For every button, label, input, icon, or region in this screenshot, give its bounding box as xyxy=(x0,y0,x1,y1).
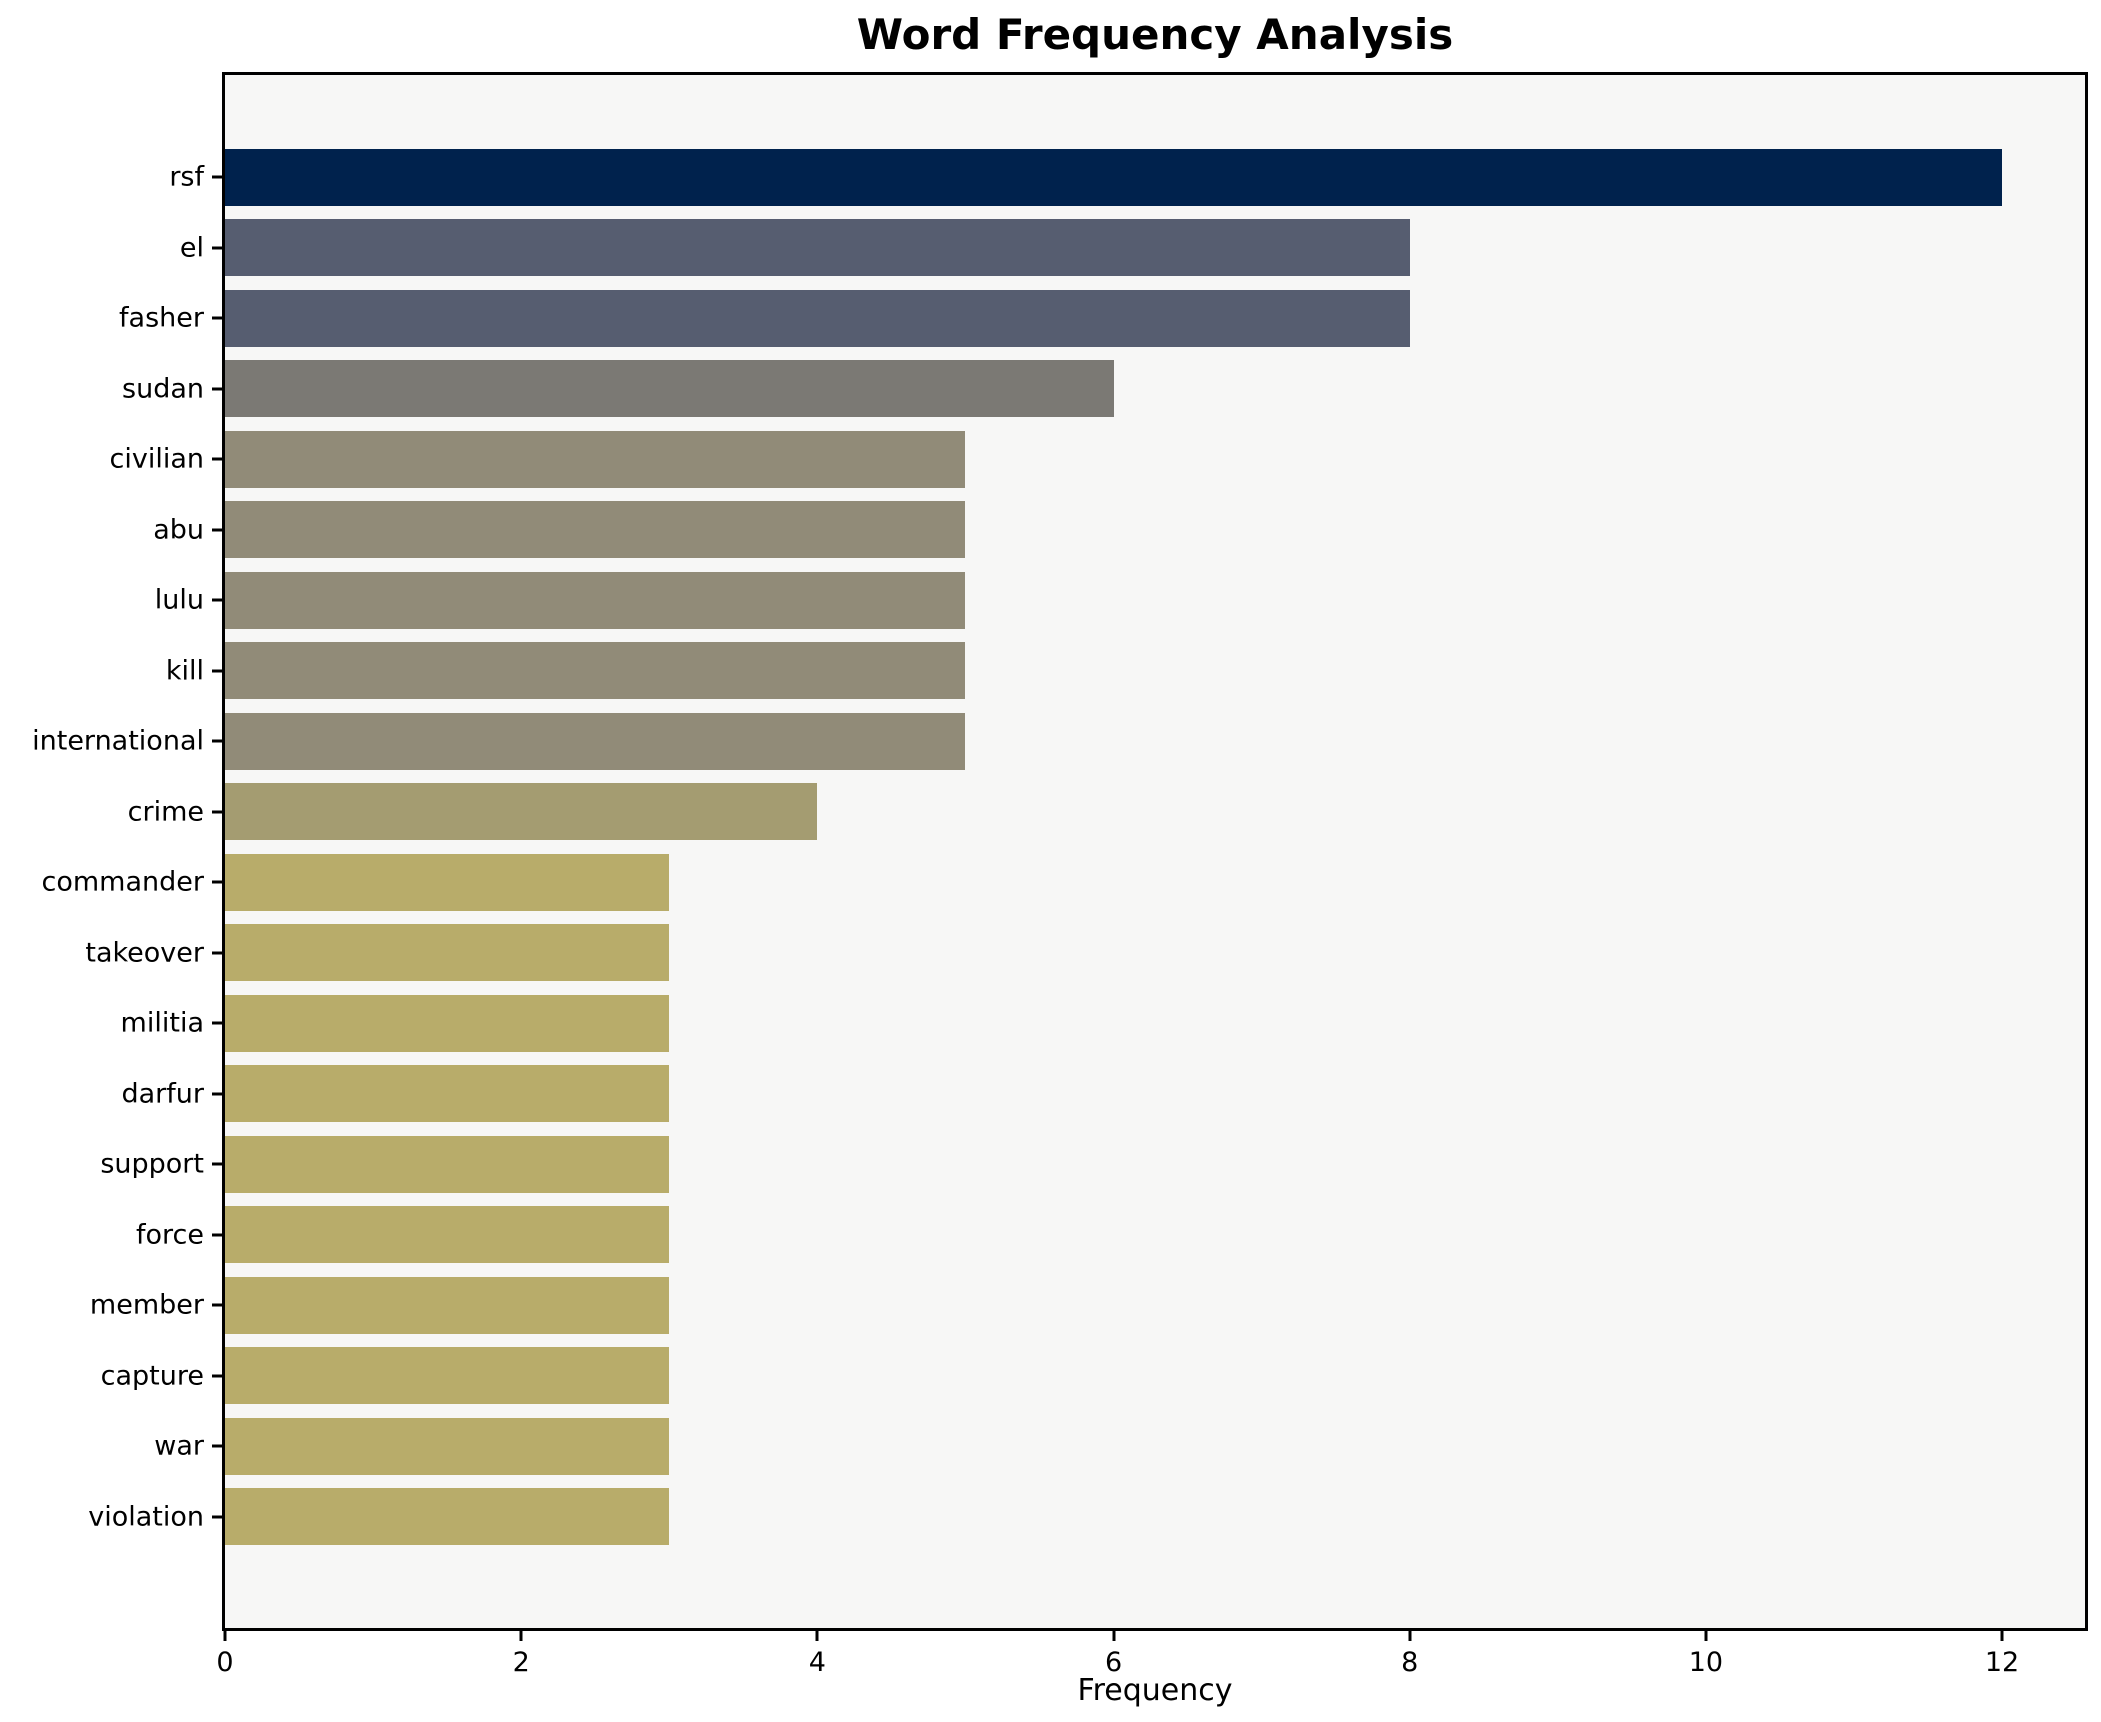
y-tick-mark xyxy=(212,175,222,179)
bar-commander xyxy=(225,853,670,911)
y-tick-mark xyxy=(212,951,222,954)
x-axis: 0 2 4 6 8 10 12 xyxy=(216,1631,2088,1721)
x-tick-label-12: 12 xyxy=(1984,1647,2020,1678)
y-tick-label-abu: abu xyxy=(153,514,204,545)
y-tick-mark xyxy=(212,1092,222,1095)
bar-member xyxy=(225,1276,670,1334)
bar-el xyxy=(225,219,1410,276)
x-tick-mark-0 xyxy=(223,1631,227,1641)
y-tick-label-support: support xyxy=(100,1148,204,1180)
y-tick-label-takeover: takeover xyxy=(85,937,204,968)
bar-support xyxy=(225,1135,670,1193)
x-tick-label-2: 2 xyxy=(512,1647,530,1678)
y-tick-mark xyxy=(212,1515,222,1518)
y-tick-mark xyxy=(212,246,222,249)
bar-abu xyxy=(225,501,966,558)
bar-lulu xyxy=(225,571,966,629)
x-tick-label-10: 10 xyxy=(1688,1647,1724,1678)
y-tick-label-force: force xyxy=(136,1219,204,1250)
y-axis-labels: rsf el fasher sudan civilian abu lulu kill inter… xyxy=(0,72,222,1631)
y-tick-label-crime: crime xyxy=(127,796,204,827)
bar-darfur xyxy=(225,1065,670,1122)
bar-takeover xyxy=(225,924,670,981)
bar-crime xyxy=(225,783,818,840)
y-tick-mark xyxy=(212,880,222,884)
x-axis-title: Frequency xyxy=(1077,1673,1233,1708)
x-tick-mark-8 xyxy=(1408,1631,1412,1641)
y-tick-mark xyxy=(212,1444,222,1448)
y-tick-mark xyxy=(212,1233,222,1236)
y-tick-mark xyxy=(212,457,222,461)
y-tick-mark xyxy=(212,1162,222,1166)
x-tick-label-0: 0 xyxy=(216,1647,234,1678)
y-tick-label-commander: commander xyxy=(41,866,204,898)
y-tick-mark xyxy=(212,1021,222,1025)
x-tick-mark-12 xyxy=(2000,1631,2004,1641)
bar-capture xyxy=(225,1347,670,1404)
bar-international xyxy=(225,712,966,770)
y-tick-mark xyxy=(212,316,222,320)
y-tick-label-fasher: fasher xyxy=(119,302,204,334)
bar-sudan xyxy=(225,360,1114,417)
y-tick-label-lulu: lulu xyxy=(154,584,204,616)
y-tick-label-darfur: darfur xyxy=(121,1078,204,1109)
x-tick-label-4: 4 xyxy=(808,1647,826,1678)
y-tick-label-sudan: sudan xyxy=(122,373,204,404)
bar-rsf xyxy=(225,148,2003,206)
x-tick-label-8: 8 xyxy=(1401,1647,1419,1678)
x-tick-mark-6 xyxy=(1112,1631,1116,1641)
y-tick-label-civilian: civilian xyxy=(109,443,205,475)
y-tick-label-rsf: rsf xyxy=(169,161,204,193)
y-tick-mark xyxy=(212,739,222,743)
y-tick-label-member: member xyxy=(89,1289,204,1321)
chart-title: Word Frequency Analysis xyxy=(856,10,1454,59)
y-tick-mark xyxy=(212,387,222,390)
bar-kill xyxy=(225,642,966,699)
x-tick-label-6: 6 xyxy=(1104,1647,1123,1678)
y-tick-label-militia: militia xyxy=(120,1007,204,1039)
x-tick-mark-4 xyxy=(815,1631,819,1641)
bar-fasher xyxy=(225,289,1410,347)
bar-civilian xyxy=(225,430,966,488)
y-tick-mark xyxy=(212,669,222,672)
bar-violation xyxy=(225,1488,670,1545)
y-tick-mark xyxy=(212,528,222,531)
x-tick-mark-10 xyxy=(1704,1631,1708,1641)
y-tick-label-international: international xyxy=(32,725,204,757)
y-tick-label-el: el xyxy=(179,232,204,263)
plot-area xyxy=(222,72,2088,1631)
x-tick-mark-2 xyxy=(519,1631,523,1641)
bar-war xyxy=(225,1417,670,1475)
y-tick-mark xyxy=(212,1303,222,1307)
y-tick-label-violation: violation xyxy=(88,1501,204,1532)
y-tick-mark xyxy=(212,598,222,602)
y-tick-label-capture: capture xyxy=(100,1360,204,1391)
bar-force xyxy=(225,1206,670,1263)
y-tick-label-kill: kill xyxy=(165,655,204,686)
bar-militia xyxy=(225,994,670,1052)
y-tick-mark xyxy=(212,1374,222,1377)
y-tick-mark xyxy=(212,810,222,813)
y-tick-label-war: war xyxy=(154,1430,204,1462)
